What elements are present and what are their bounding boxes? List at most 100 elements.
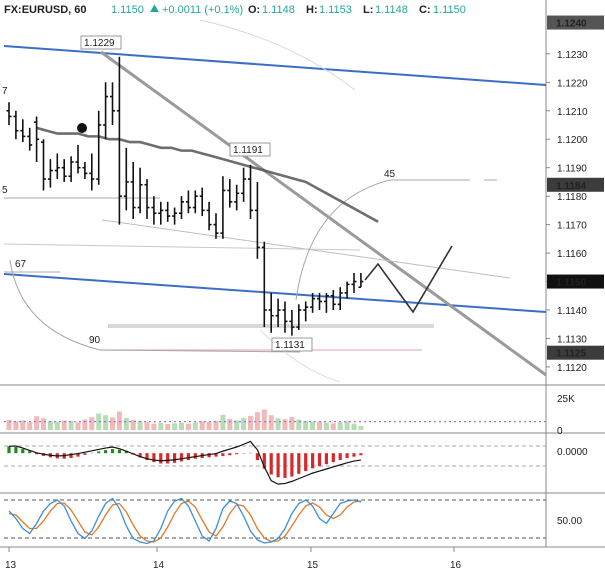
volume-bar xyxy=(96,413,102,430)
volume-bar xyxy=(220,414,226,430)
ohlc-bar xyxy=(351,273,357,293)
macd-hist-bar xyxy=(276,453,280,478)
ohlc-bar xyxy=(20,119,26,143)
price-tag-level-a-bg xyxy=(547,177,604,192)
volume-bar xyxy=(351,423,357,430)
ohlc-bar xyxy=(27,127,33,151)
volume-bar xyxy=(213,420,219,430)
ohlc-bar xyxy=(110,82,115,125)
volume-bar xyxy=(192,422,198,430)
price-tick-label: 1.1130 xyxy=(557,334,587,345)
stoch-d-line xyxy=(8,500,361,543)
macd-hist-bar xyxy=(76,453,80,457)
callout-high-1: 1.1229 xyxy=(84,38,115,49)
ohlc-bar xyxy=(75,144,81,174)
ohlc-bar xyxy=(13,110,19,140)
macd-hist-bar xyxy=(166,453,170,464)
ohlc-bar xyxy=(82,162,88,180)
low-value: 1.1148 xyxy=(375,4,408,16)
volume-bar xyxy=(75,422,81,430)
ohlc-bar xyxy=(89,153,95,191)
ohlc-bar xyxy=(41,139,46,191)
ohlc-bar xyxy=(54,153,60,180)
volume-bar xyxy=(227,418,233,430)
fib-arc-left xyxy=(9,259,301,353)
price-tick-label: 1.1220 xyxy=(557,78,588,89)
volume-bar xyxy=(116,411,122,430)
last-price: 1.1150 xyxy=(111,4,144,16)
volume-bar xyxy=(289,416,295,430)
time-tick-label: 13 xyxy=(5,560,17,571)
macd-hist-bar xyxy=(173,453,177,463)
ohlc-bar xyxy=(34,116,40,162)
price-tick-label: 1.1180 xyxy=(557,192,587,203)
ohlc-bar xyxy=(185,190,191,214)
stochastic-panel: 50.00 xyxy=(4,497,582,545)
volume-bar xyxy=(158,422,164,430)
volume-bar xyxy=(20,420,26,430)
volume-bar xyxy=(241,417,247,430)
macd-hist-bar xyxy=(317,453,322,467)
macd-hist-bar xyxy=(235,453,239,455)
price-tag-level-b: 1.1125 xyxy=(556,349,586,360)
price-tick-label: 1.1210 xyxy=(557,107,588,118)
price-axis[interactable]: 1.12301.12201.12101.12001.11901.11801.11… xyxy=(546,50,588,374)
ohlc-bar xyxy=(144,179,150,219)
macd-hist-bar xyxy=(117,449,121,454)
macd-hist-bar xyxy=(269,453,273,475)
volume-bar xyxy=(13,421,19,430)
macd-hist-bar xyxy=(83,453,87,455)
macd-hist-bar xyxy=(179,453,184,462)
time-tick-label: 16 xyxy=(450,560,462,571)
macd-hist-bar xyxy=(255,453,259,461)
price-tick-label: 1.1200 xyxy=(557,135,588,146)
time-axis[interactable]: 13 14 15 16 xyxy=(5,547,462,571)
macd-hist-bar xyxy=(359,453,363,456)
ohlc-bar xyxy=(199,187,205,217)
ma-line xyxy=(36,126,379,223)
volume-bar xyxy=(317,421,322,430)
macd-hist-bar xyxy=(14,447,18,454)
ohlc-bar xyxy=(61,159,67,182)
volume-bar xyxy=(275,418,281,430)
volume-bar xyxy=(82,419,88,430)
ohlc-bar xyxy=(234,184,240,211)
macd-hist-bar xyxy=(262,453,266,469)
volume-bar xyxy=(144,422,150,430)
ohlc-bar xyxy=(296,304,302,330)
projection-path xyxy=(364,245,453,314)
ohlc-bar xyxy=(220,176,226,239)
ohlc-bar xyxy=(116,56,122,225)
macd-hist-bar xyxy=(214,453,218,457)
price-tick-label: 1.1140 xyxy=(557,306,587,317)
ohlc-bar xyxy=(337,287,343,310)
ohlc-bar xyxy=(96,110,102,185)
callout-low-1: 1.1131 xyxy=(275,340,305,351)
up-arrow-icon xyxy=(150,4,159,12)
price-tag-level-b-bg xyxy=(547,345,604,360)
volume-tick-0: 0 xyxy=(557,426,563,437)
volume-bar xyxy=(310,421,316,430)
ohlc-bar xyxy=(47,159,53,188)
time-tick-label: 14 xyxy=(153,560,165,571)
volume-bar xyxy=(358,425,364,430)
fib-label-67: 67 xyxy=(15,259,27,270)
volume-bar xyxy=(89,417,95,430)
volume-bar xyxy=(110,417,115,430)
price-tick-label: 1.1190 xyxy=(557,164,587,175)
close-value: 1.1150 xyxy=(433,4,466,16)
volume-bar xyxy=(68,420,74,430)
volume-bar xyxy=(206,421,212,430)
price-tag-current-bg xyxy=(547,274,604,289)
ohlc-bar xyxy=(344,281,350,299)
price-callouts: 1.1229 1.1191 1.1131 xyxy=(80,35,313,352)
price-tick-label: 1.1160 xyxy=(557,249,587,260)
macd-hist-bar xyxy=(159,453,163,464)
volume-bar xyxy=(185,423,191,430)
macd-hist-bar xyxy=(297,453,301,474)
volume-bar xyxy=(172,423,178,430)
ohlc-bar xyxy=(68,156,74,182)
ohlc-bar xyxy=(103,82,109,140)
